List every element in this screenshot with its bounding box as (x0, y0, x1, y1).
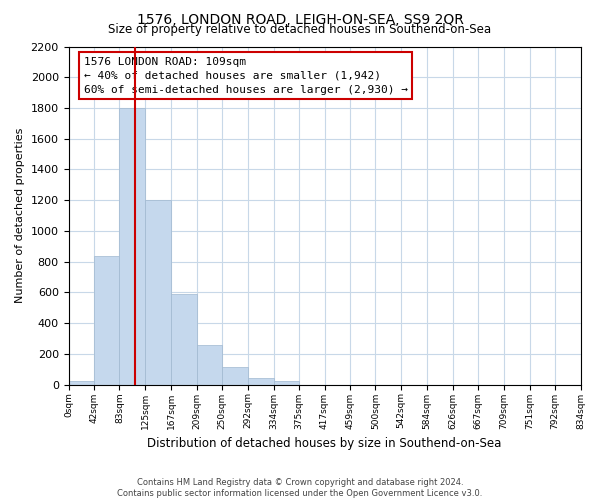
Bar (119, 108, 145, 384)
Bar (197, 346, 222, 385)
Bar (145, 200, 171, 384)
Bar (222, 367, 248, 384)
Text: 1576 LONDON ROAD: 109sqm
← 40% of detached houses are smaller (1,942)
60% of sem: 1576 LONDON ROAD: 109sqm ← 40% of detach… (84, 56, 408, 94)
Text: Contains HM Land Registry data © Crown copyright and database right 2024.
Contai: Contains HM Land Registry data © Crown c… (118, 478, 482, 498)
Bar (94, 256, 119, 384)
Y-axis label: Number of detached properties: Number of detached properties (15, 128, 25, 304)
Text: 1576, LONDON ROAD, LEIGH-ON-SEA, SS9 2QR: 1576, LONDON ROAD, LEIGH-ON-SEA, SS9 2QR (137, 12, 463, 26)
X-axis label: Distribution of detached houses by size in Southend-on-Sea: Distribution of detached houses by size … (148, 437, 502, 450)
Bar (248, 378, 274, 384)
Bar (68, 381, 94, 384)
Bar (171, 294, 197, 384)
Text: Size of property relative to detached houses in Southend-on-Sea: Size of property relative to detached ho… (109, 22, 491, 36)
Bar (274, 381, 299, 384)
